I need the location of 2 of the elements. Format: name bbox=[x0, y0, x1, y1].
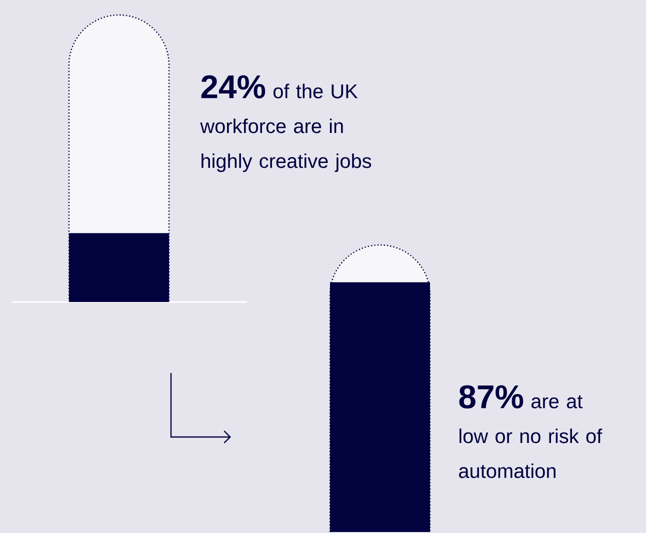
data-label: 87% bbox=[459, 385, 524, 408]
data-label: 24% bbox=[201, 75, 266, 98]
